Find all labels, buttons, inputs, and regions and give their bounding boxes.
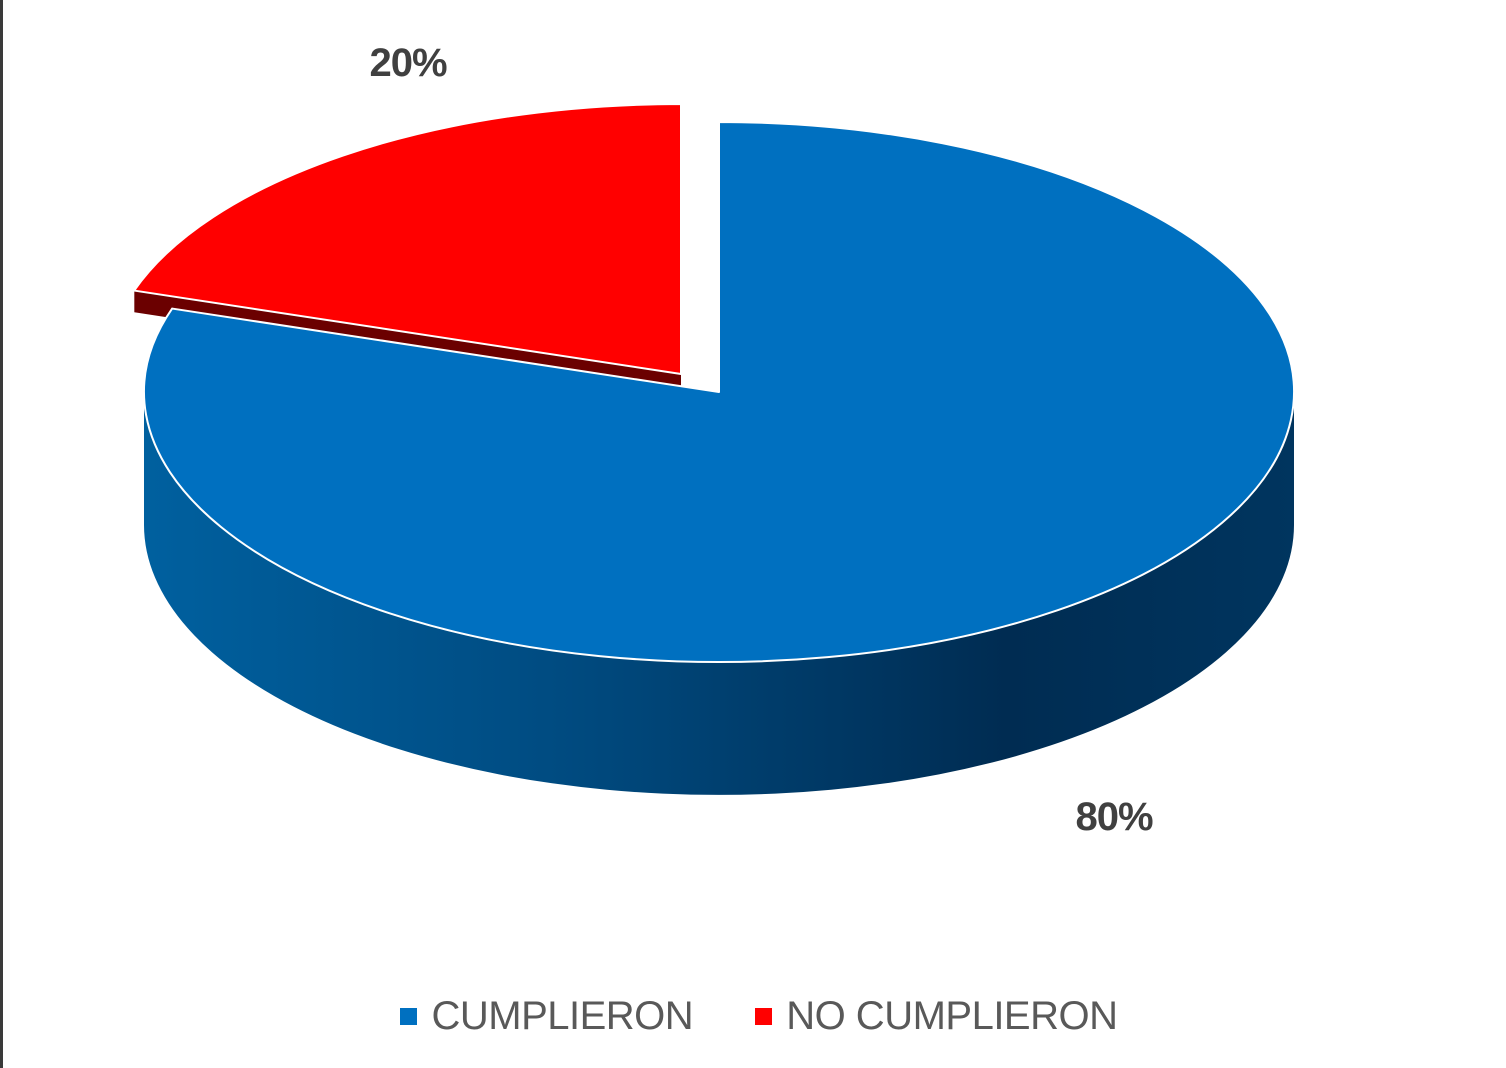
slice-side-cumplieron: [144, 392, 1294, 795]
data-label-cumplieron: 80%: [1075, 795, 1152, 839]
legend-swatch-cumplieron: [400, 1007, 418, 1025]
legend-item-no-cumplieron: NO CUMPLIERON: [755, 993, 1118, 1039]
legend-label-no-cumplieron: NO CUMPLIERON: [786, 993, 1118, 1038]
slice-no-cumplieron: [133, 103, 682, 375]
legend-swatch-no-cumplieron: [755, 1007, 773, 1025]
pie-chart: 80% 20%: [133, 41, 1295, 839]
data-label-no-cumplieron: 20%: [369, 41, 446, 85]
slice-cumplieron: [143, 121, 1295, 663]
legend-item-cumplieron: CUMPLIERON: [400, 993, 694, 1039]
legend-label-cumplieron: CUMPLIERON: [431, 993, 694, 1038]
chart-legend: CUMPLIERON NO CUMPLIERON: [3, 988, 1506, 1044]
